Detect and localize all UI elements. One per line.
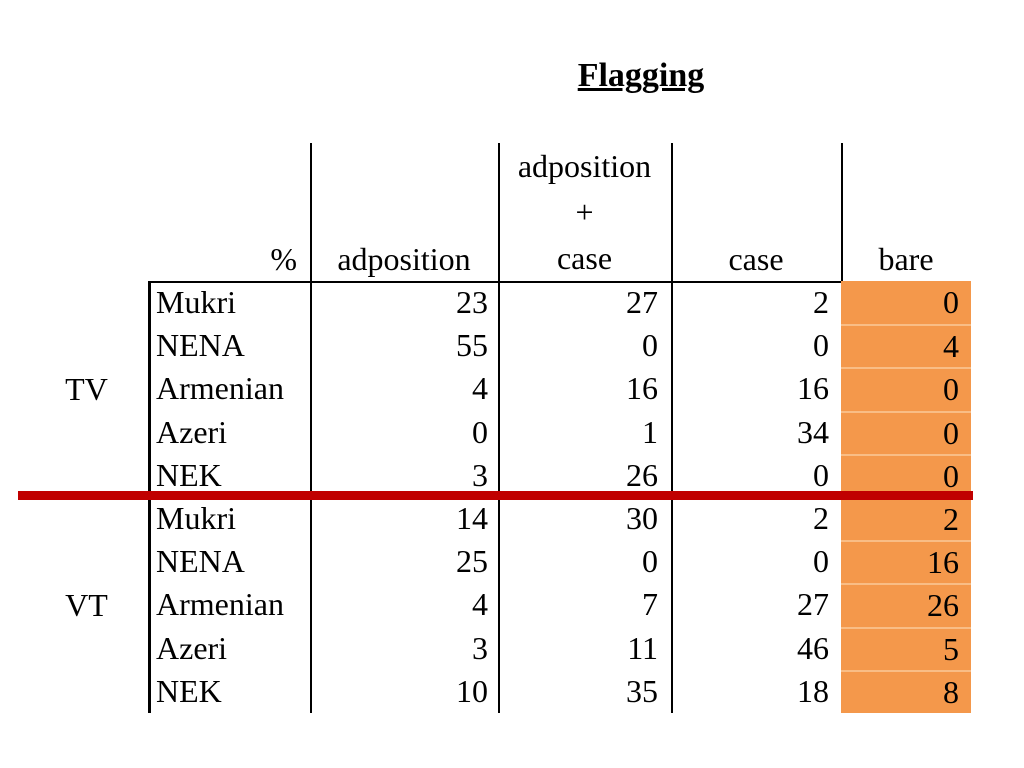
value-cell-adposition-case: 16 (626, 370, 658, 407)
lang-cell: Azeri (156, 629, 228, 666)
lang-cell: Mukri (156, 500, 236, 537)
value-cell-bare: 0 (841, 367, 971, 411)
value-cell-adposition-case: 0 (642, 543, 658, 580)
value-cell-adposition: 3 (472, 629, 488, 666)
lang-cell: NEK (156, 672, 222, 709)
column-divider-4 (841, 143, 843, 281)
value-cell-adposition-case: 27 (626, 284, 658, 321)
value-cell-case: 0 (813, 456, 829, 493)
lang-cell: Azeri (156, 413, 228, 450)
lang-cell: Armenian (156, 586, 284, 623)
lang-cell: NENA (156, 327, 245, 364)
row-group-label-tv: TV (65, 370, 108, 407)
value-cell-case: 18 (797, 672, 829, 709)
value-cell-bare: 0 (841, 453, 971, 497)
slide-title: Flagging (577, 57, 705, 94)
header-bottom-border (148, 281, 971, 283)
column-divider-2 (498, 143, 500, 713)
lang-cell: Mukri (156, 284, 236, 321)
value-cell-case: 16 (797, 370, 829, 407)
value-cell-adposition: 55 (456, 327, 488, 364)
header-adposition-plus-case-line2: + (575, 194, 594, 230)
value-cell-case: 2 (813, 284, 829, 321)
value-cell-case: 27 (797, 586, 829, 623)
value-cell-bare: 2 (841, 496, 971, 541)
value-cell-bare: 26 (841, 583, 971, 627)
lang-cell: NENA (156, 543, 245, 580)
row-group-label-vt: VT (65, 586, 108, 623)
value-cell-case: 46 (797, 629, 829, 666)
value-cell-bare: 4 (841, 324, 971, 368)
lang-cell: Armenian (156, 370, 284, 407)
header-adposition: adposition (337, 241, 471, 277)
value-cell-adposition-case: 0 (642, 327, 658, 364)
value-cell-adposition: 3 (472, 456, 488, 493)
value-cell-adposition: 4 (472, 586, 488, 623)
value-cell-adposition: 0 (472, 413, 488, 450)
column-divider-3 (671, 143, 673, 713)
header-adposition-plus-case: adposition + case (498, 143, 671, 281)
value-cell-bare: 5 (841, 626, 971, 670)
value-cell-adposition: 10 (456, 672, 488, 709)
value-cell-adposition-case: 7 (642, 586, 658, 623)
header-bare: bare (878, 241, 934, 277)
value-cell-case: 0 (813, 327, 829, 364)
data-table: Mukri 23 27 2 0 NENA 55 0 0 4 Armenian 4… (148, 281, 971, 713)
header-adposition-plus-case-line3: case (556, 240, 613, 276)
column-divider-1 (310, 143, 312, 713)
value-cell-case: 2 (813, 500, 829, 537)
value-cell-adposition: 23 (456, 284, 488, 321)
value-cell-adposition-case: 35 (626, 672, 658, 709)
value-cell-adposition: 25 (456, 543, 488, 580)
value-cell-case: 0 (813, 543, 829, 580)
value-cell-bare: 16 (841, 540, 971, 584)
value-cell-adposition-case: 26 (626, 456, 658, 493)
header-adposition-plus-case-line1: adposition (517, 148, 652, 184)
value-cell-bare: 0 (841, 281, 971, 325)
value-cell-case: 34 (797, 413, 829, 450)
value-cell-bare: 0 (841, 410, 971, 454)
value-cell-adposition-case: 11 (627, 629, 658, 666)
value-cell-adposition: 4 (472, 370, 488, 407)
red-divider-line (18, 491, 973, 500)
header-case: case (728, 241, 784, 277)
value-cell-bare: 8 (841, 669, 971, 713)
value-cell-adposition: 14 (456, 500, 488, 537)
value-cell-adposition-case: 1 (642, 413, 658, 450)
header-percent: % (270, 241, 297, 277)
value-cell-adposition-case: 30 (626, 500, 658, 537)
lang-cell: NEK (156, 456, 222, 493)
